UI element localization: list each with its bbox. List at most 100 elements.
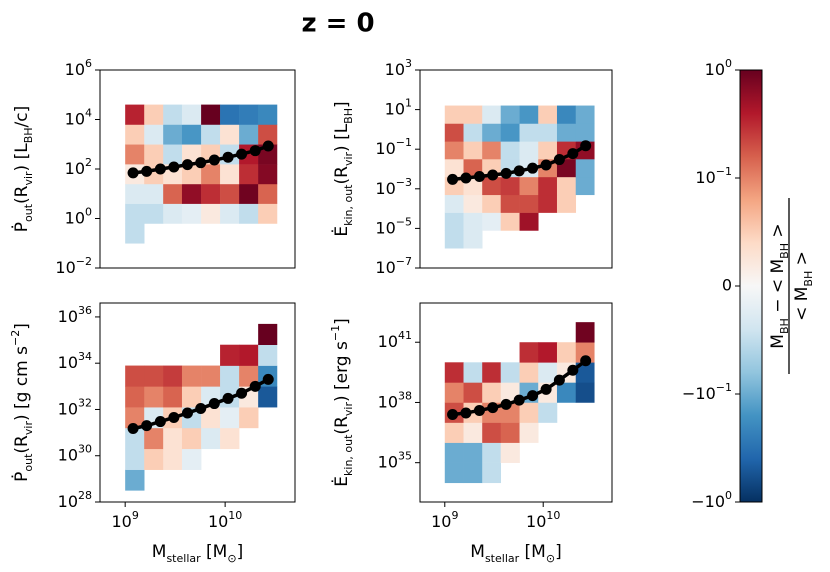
label-part: out	[22, 203, 35, 222]
y-axis-label: Ṗout(Rvir) [LBH/c]	[11, 106, 35, 233]
tick-base: 10	[58, 353, 78, 372]
heatmap-cell	[444, 212, 464, 231]
heatmap-cell	[519, 105, 539, 124]
label-part: out	[22, 453, 35, 472]
tick-exponent: 41	[398, 329, 412, 342]
heatmap-cell	[125, 223, 145, 244]
y-axis-label: Ṗout(Rvir) [g cm s−2]	[9, 323, 35, 482]
median-point	[168, 161, 180, 173]
median-point	[487, 169, 499, 181]
heatmap-cell	[500, 194, 520, 213]
tick-base: 10	[58, 399, 78, 418]
heatmap-cell	[538, 402, 558, 423]
tick-label: 1010	[208, 509, 242, 531]
label-part: ]	[12, 323, 32, 330]
tick-exponent: 0	[85, 205, 92, 218]
median-point	[127, 423, 139, 435]
tick-base: 10	[65, 208, 85, 227]
label-part: ) [L	[12, 143, 32, 172]
tick-exponent: 10	[228, 509, 242, 522]
tick-label: 10−3	[375, 175, 412, 197]
heatmap-cell	[163, 448, 183, 470]
label-part: stellar	[485, 552, 520, 565]
heatmap-cell	[463, 442, 483, 463]
heatmap-cell	[575, 105, 595, 124]
label-part: BH	[778, 243, 791, 259]
tick-label: 104	[65, 106, 92, 128]
heatmap-cell	[556, 382, 577, 403]
median-point	[567, 364, 579, 376]
tick-base: 10	[705, 60, 725, 79]
heatmap-cell	[538, 141, 558, 160]
heatmap-cell	[163, 104, 183, 125]
heatmap-cell	[201, 183, 221, 204]
label-part: ) [g cm s	[12, 346, 32, 421]
median-point	[527, 162, 539, 174]
tick-label: 109	[431, 509, 458, 531]
heatmap-cell	[220, 344, 240, 366]
tick-base: 10	[208, 512, 228, 531]
median-point	[500, 398, 512, 410]
median-point	[540, 159, 552, 171]
tick-exponent: 35	[398, 449, 412, 462]
heatmap-cell	[482, 212, 502, 231]
heatmap-cell	[144, 144, 164, 165]
tick-base: 10	[375, 178, 395, 197]
heatmap-cell	[125, 386, 145, 408]
tick-base: 10	[65, 109, 85, 128]
label-part: vir	[22, 421, 35, 436]
tick-base: 10	[375, 258, 395, 277]
median-point	[567, 148, 579, 160]
heatmap-cell	[482, 442, 502, 463]
median-point	[513, 165, 525, 177]
heatmap-cell	[463, 422, 483, 443]
label-part: /c]	[12, 106, 32, 128]
tick-label: 103	[385, 57, 412, 79]
median-point	[473, 404, 485, 416]
heatmap-cell	[463, 105, 483, 124]
median-point	[222, 392, 234, 404]
median-point	[513, 394, 525, 406]
heatmap-cell	[144, 448, 164, 470]
heatmap-cell	[125, 469, 145, 491]
heatmap-cell	[500, 105, 520, 124]
label-part: BH	[802, 271, 815, 287]
heatmap-cell	[258, 104, 278, 125]
y-axis-label: Ėkin, out(Rvir) [LBH]	[331, 101, 355, 236]
heatmap-cell	[519, 176, 539, 196]
heatmap-cell	[556, 123, 577, 142]
median-point	[141, 165, 153, 177]
tick-base: 10	[58, 445, 78, 464]
heatmap-cell	[201, 203, 221, 224]
heatmap-cell	[181, 104, 202, 125]
heatmap-cell	[144, 124, 164, 145]
heatmap-cell	[463, 362, 483, 383]
heatmap-cell	[258, 203, 278, 224]
median-point	[236, 148, 248, 160]
heatmap-cell	[463, 462, 483, 484]
heatmap-cell	[482, 462, 502, 484]
heatmap-cell	[575, 176, 595, 196]
tick-label: 1032	[58, 396, 92, 418]
x-axis-label: Mstellar [M⊙]	[470, 542, 561, 565]
heatmap-cell	[556, 342, 577, 363]
heatmap-cell	[201, 407, 221, 429]
x-axis-label: Mstellar [M⊙]	[152, 542, 243, 565]
median-point	[540, 383, 552, 395]
heatmap-cell	[125, 104, 145, 125]
tick-exponent: 38	[398, 389, 412, 402]
tick-exponent: 2	[85, 156, 92, 169]
median-point	[447, 173, 459, 185]
heatmap-cell	[444, 422, 464, 443]
heatmap-cell	[444, 362, 464, 383]
label-part: stellar	[166, 552, 201, 565]
heatmap-cell	[125, 427, 145, 450]
median-point	[473, 170, 485, 182]
label-part: Ė	[331, 476, 352, 487]
heatmap-cell	[519, 123, 539, 142]
heatmap-cell	[239, 104, 259, 125]
heatmap-cell	[556, 194, 577, 213]
label-part: < M	[792, 287, 812, 321]
tick-label: −100	[691, 489, 732, 511]
heatmap-cell	[220, 183, 240, 204]
